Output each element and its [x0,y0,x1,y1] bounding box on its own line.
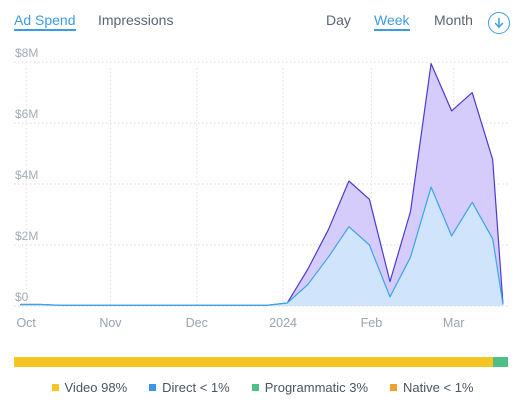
x-tick-label: Oct [16,316,36,330]
y-tick-label: $0 [15,290,29,304]
legend-swatch [51,384,59,391]
y-tick-label: $2M [15,229,38,243]
legend: Video 98% Direct < 1% Programmatic 3% Nativ… [0,380,525,395]
y-tick-label: $6M [15,107,38,121]
video-series-line [20,186,504,306]
tab-week[interactable]: Week [374,12,410,31]
x-tick-label: 2024 [269,316,297,330]
tab-ad-spend[interactable]: Ad Spend [14,12,76,31]
legend-label: Native < 1% [403,380,474,395]
legend-item-video: Video 98% [51,380,128,395]
tab-month[interactable]: Month [434,12,473,28]
legend-item-native: Native < 1% [390,380,473,395]
legend-item-direct: Direct < 1% [149,380,230,395]
share-segment-video [14,357,494,367]
share-bar [14,357,508,367]
legend-swatch [390,384,398,391]
share-segment-programmatic [493,357,508,367]
tab-impressions[interactable]: Impressions [98,12,174,28]
x-tick-label: Feb [361,316,383,330]
y-tick-label: $4M [15,168,38,182]
ad-spend-chart: $0 $2M $4M $6M $8M Oct Nov Dec 2024 Feb Mar [14,46,508,330]
video-series-area [20,187,503,306]
x-tick-label: Dec [186,316,208,330]
x-tick-label: Mar [443,316,465,330]
legend-swatch [251,384,259,391]
x-tick-label: Nov [99,316,122,330]
download-arrow-icon [494,17,504,28]
legend-label: Direct < 1% [162,380,230,395]
y-tick-label: $8M [15,46,38,60]
legend-swatch [149,384,157,391]
legend-label: Programmatic 3% [264,380,369,395]
tab-day[interactable]: Day [326,12,351,28]
legend-label: Video 98% [64,380,128,395]
download-button[interactable] [488,12,510,34]
legend-item-programmatic: Programmatic 3% [251,380,369,395]
